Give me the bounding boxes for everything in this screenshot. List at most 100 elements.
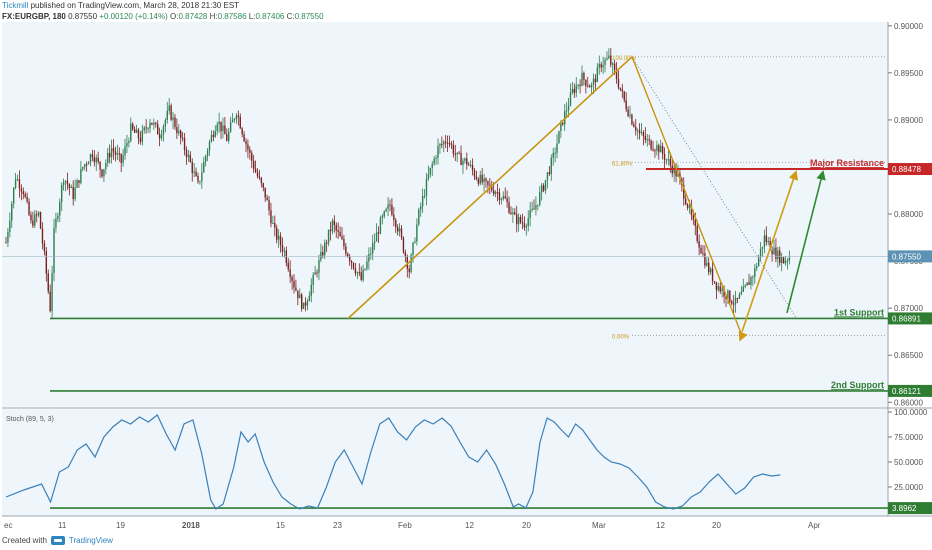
candle-down [266, 197, 268, 201]
candle-up [103, 169, 105, 177]
candle-up [437, 145, 439, 158]
candle-down [452, 144, 455, 154]
stoch-pane-bg [2, 409, 888, 516]
candle-down [475, 176, 478, 180]
candle-down [404, 252, 407, 257]
candle-down [137, 129, 140, 139]
candle-down [348, 256, 351, 262]
candle-up [464, 158, 466, 161]
level-tag: 0.86891 [892, 314, 921, 323]
candle-up [577, 84, 579, 86]
price-axis[interactable]: 0.900000.895000.890000.885000.880000.875… [888, 22, 923, 408]
candle-up [754, 268, 756, 277]
symbol-label[interactable]: FX:EURGBP, 180 [2, 12, 66, 21]
candle-up [727, 290, 729, 299]
candle-down [97, 157, 99, 162]
candle-up [218, 121, 220, 125]
candle-down [339, 231, 341, 237]
publish-info: published on TradingView.com, March 28, … [30, 1, 240, 10]
candle-up [208, 141, 211, 151]
stoch-line [5, 414, 781, 510]
candles[interactable] [5, 48, 791, 320]
candle-down [396, 227, 399, 232]
candle-up [500, 198, 503, 200]
candle-up [366, 261, 368, 269]
candle-up [128, 140, 130, 144]
candle-up [569, 92, 572, 106]
stoch-axis[interactable]: 100.0000 75.0000 50.0000 25.0000 [888, 408, 928, 492]
candle-down [114, 151, 117, 155]
candle-down [548, 172, 551, 174]
candle-up [320, 252, 322, 261]
candle-down [769, 240, 771, 251]
candle-down [291, 277, 293, 281]
tradingview-link[interactable]: TradingView [68, 536, 113, 545]
candle-up [124, 146, 126, 156]
candle-down [508, 202, 510, 213]
candle-down [782, 257, 785, 264]
candle-down [322, 252, 324, 256]
candle-up [494, 192, 497, 195]
candle-down [264, 187, 266, 198]
candle-down [26, 196, 28, 202]
candle-up [552, 152, 554, 158]
candle-up [567, 105, 570, 111]
candle-up [420, 206, 422, 210]
candle-down [466, 158, 468, 165]
candle-down [297, 290, 299, 299]
candle-up [62, 181, 65, 185]
candle-up [550, 157, 552, 174]
candle-down [293, 280, 295, 288]
candle-down [316, 272, 318, 274]
candle-down [654, 150, 656, 152]
candle-down [352, 262, 355, 269]
time-tick-label: 12 [465, 521, 474, 530]
time-axis[interactable]: ec 11 19 2018 15 23 Feb 12 20 Mar 12 20 Apr [4, 521, 821, 530]
candle-up [356, 272, 359, 274]
candle-up [418, 209, 420, 225]
candle-up [178, 130, 180, 134]
candle-down [700, 247, 702, 254]
candle-down [621, 89, 624, 92]
candle-up [373, 241, 376, 244]
candle-down [715, 282, 718, 290]
candle-up [742, 286, 744, 292]
candle-up [302, 302, 305, 309]
candle-up [744, 285, 746, 287]
candle-down [28, 201, 30, 215]
candle-up [512, 212, 514, 214]
candle-down [389, 204, 391, 206]
candle-up [660, 146, 662, 153]
candle-up [656, 145, 658, 151]
candle-down [623, 91, 625, 101]
candle-up [443, 141, 445, 145]
candle-down [619, 87, 622, 90]
level-tag-bg [888, 312, 932, 325]
tradingview-logo-icon [50, 536, 65, 545]
candle-down [49, 291, 51, 312]
last-price-tag: 0.87550 [892, 252, 921, 261]
candle-up [206, 150, 209, 157]
author-name[interactable]: Tickmill [2, 1, 29, 10]
candle-up [410, 254, 412, 273]
candle-up [469, 164, 472, 166]
candle-up [540, 185, 543, 193]
candle-up [229, 122, 232, 132]
candle-up [734, 297, 737, 305]
candle-down [93, 157, 96, 163]
time-tick-label: 23 [333, 521, 342, 530]
candle-down [481, 174, 483, 183]
candle-up [272, 223, 274, 225]
candle-up [416, 224, 418, 242]
candle-up [135, 129, 138, 133]
time-tick-label: 2018 [182, 521, 200, 530]
candle-up [166, 110, 168, 120]
candle-up [598, 64, 600, 68]
created-with-label: Created with [2, 536, 47, 545]
candle-up [421, 195, 424, 207]
candle-down [197, 176, 199, 182]
candle-up [612, 63, 614, 65]
time-tick-label: 19 [116, 521, 125, 530]
